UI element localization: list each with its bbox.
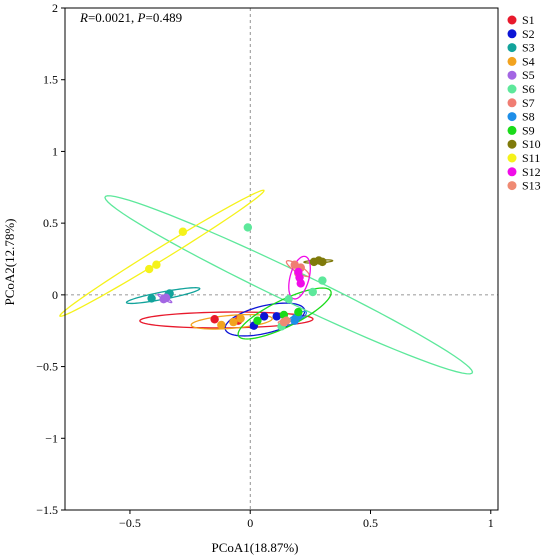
legend-label-s10: S10	[522, 137, 541, 151]
point-s2-3	[272, 312, 281, 321]
point-s1-1	[210, 315, 219, 324]
point-s9-1	[253, 316, 262, 325]
point-s3-1	[147, 294, 156, 303]
axes: −0.5 0 0.5 1 −1.5 −1 −0.5 0 0.5 1 1.5 2	[36, 1, 499, 530]
legend-marker-s8	[507, 112, 517, 122]
legend-marker-s11	[507, 153, 517, 163]
ellipse-s11	[59, 189, 265, 317]
legend-label-s3: S3	[522, 41, 535, 55]
legend-label-s5: S5	[522, 68, 535, 82]
data-points	[144, 223, 327, 331]
y-tick-label: −0.5	[36, 360, 58, 374]
legend-label-s1: S1	[522, 13, 535, 27]
y-tick-label: 1	[52, 144, 58, 158]
y-tick-label: 2	[52, 1, 58, 15]
ellipse-s1	[139, 311, 314, 329]
point-s4-1	[217, 320, 226, 330]
point-s2-2	[259, 312, 269, 321]
y-tick-label: 1.5	[43, 73, 58, 87]
point-s4-3	[236, 314, 245, 323]
point-s10-3	[318, 257, 327, 267]
ellipse-s9	[237, 287, 332, 340]
plot-frame	[64, 7, 499, 511]
point-s6-1	[243, 223, 253, 232]
point-s11-1	[144, 264, 154, 274]
x-axis-label: PCoA1(18.87%)	[211, 540, 298, 555]
legend-marker-s4	[507, 56, 517, 66]
point-s4-2	[229, 317, 238, 327]
legend-label-s2: S2	[522, 27, 535, 41]
x-tick-label: −0.5	[119, 516, 141, 530]
legend-marker-s10	[507, 139, 517, 149]
legend-marker-s13	[507, 181, 517, 191]
confidence-ellipses	[59, 189, 474, 375]
ellipse-s6	[104, 195, 474, 375]
stat-annotation: R=0.0021, P=0.489	[79, 10, 182, 25]
point-s6-2	[318, 276, 327, 285]
x-tick-label: 0	[247, 516, 253, 530]
point-s6-3	[308, 287, 317, 297]
legend-label-s11: S11	[522, 151, 540, 165]
x-tick-label: 1	[488, 516, 494, 530]
point-s13-2	[279, 317, 289, 327]
legend-label-s4: S4	[522, 54, 535, 68]
legend-marker-s9	[507, 125, 517, 135]
point-s11-3	[178, 227, 188, 236]
y-tick-label: 0	[52, 288, 58, 302]
reference-lines	[65, 8, 498, 510]
x-tick-label: 0.5	[363, 516, 378, 530]
legend-label-s6: S6	[522, 82, 535, 96]
legend-label-s7: S7	[522, 96, 535, 110]
legend-marker-s3	[507, 43, 517, 53]
legend-label-s9: S9	[522, 123, 535, 137]
legend-label-s12: S12	[522, 165, 541, 179]
legend-marker-s2	[507, 29, 517, 39]
legend-marker-s6	[507, 84, 517, 94]
legend-label-s13: S13	[522, 179, 541, 193]
ellipse-s3	[125, 287, 201, 305]
point-s11-2	[152, 260, 161, 269]
point-s12-3	[296, 279, 305, 288]
y-axis-label: PCoA2(12.78%)	[2, 218, 17, 305]
point-s9-3	[294, 307, 303, 317]
legend-label-s8: S8	[522, 110, 535, 124]
y-tick-label: 0.5	[43, 216, 58, 230]
y-tick-label: −1	[45, 431, 58, 445]
legend-marker-s1	[507, 15, 517, 25]
point-s6-4	[284, 294, 293, 304]
legend-marker-s7	[507, 98, 517, 108]
legend-marker-s5	[507, 70, 517, 80]
y-tick-label: −1.5	[36, 503, 58, 517]
legend-marker-s12	[507, 167, 517, 177]
point-s5-2	[161, 293, 171, 302]
